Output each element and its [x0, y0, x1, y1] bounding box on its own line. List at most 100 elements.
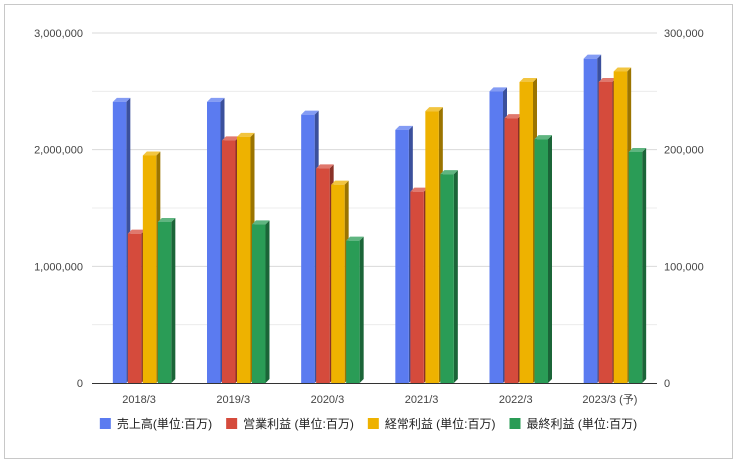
- bar: [519, 78, 537, 383]
- bar-front: [112, 101, 127, 383]
- bar-front: [613, 71, 628, 383]
- bar-top: [489, 87, 507, 92]
- gridlines: [92, 32, 657, 326]
- bar-front: [207, 101, 221, 383]
- bar-front: [395, 129, 409, 383]
- bar-top: [598, 78, 617, 82]
- legend-item: 営業利益 (単位:百万): [226, 416, 354, 431]
- bar-side: [548, 135, 552, 383]
- bar-front: [440, 174, 454, 383]
- bar: [316, 164, 334, 383]
- bar: [112, 97, 131, 383]
- bar-side: [171, 218, 176, 383]
- bar: [613, 67, 632, 383]
- bar-front: [237, 136, 251, 383]
- bar: [410, 187, 428, 383]
- axes: 0 1,000,000 2,000,000 3,000,000 0 100,000 200,…: [34, 28, 704, 406]
- bar-front: [519, 82, 533, 383]
- bar-top: [504, 114, 522, 119]
- bar-front: [598, 82, 613, 383]
- legend-swatch: [99, 418, 111, 429]
- bar-top: [395, 125, 413, 130]
- bar-top: [207, 97, 225, 102]
- category-tick-label: 2019/3: [216, 394, 250, 406]
- bar-top: [346, 236, 364, 241]
- bar-front: [157, 222, 172, 383]
- bar: [395, 125, 413, 383]
- bar-side: [453, 170, 458, 383]
- bar-top: [127, 229, 146, 234]
- bar-side: [265, 220, 270, 383]
- bar: [534, 135, 552, 383]
- left-axis-tick-label: 2,000,000: [34, 145, 83, 157]
- bar-top: [628, 148, 647, 152]
- bar-front: [425, 111, 439, 384]
- bar-front: [346, 240, 360, 383]
- bar-top: [316, 164, 334, 169]
- legend-item: 売上高(単位:百万): [99, 416, 212, 431]
- bar-top: [613, 67, 632, 72]
- bar: [583, 54, 602, 384]
- bars: [112, 54, 647, 384]
- bar-side: [359, 236, 364, 383]
- bar-top: [142, 151, 161, 156]
- bar: [301, 110, 319, 384]
- bar: [489, 87, 507, 383]
- bar-front: [316, 168, 330, 383]
- bar: [252, 220, 270, 383]
- bar-top: [410, 187, 428, 192]
- bar-top: [301, 110, 319, 115]
- category-tick-label: 2021/3: [405, 394, 439, 406]
- bar-front: [504, 118, 518, 384]
- right-axis-tick-label: 100,000: [664, 261, 704, 273]
- bar: [207, 97, 225, 383]
- bar-front: [583, 58, 598, 384]
- bar: [598, 78, 617, 383]
- legend-label: 営業利益 (単位:百万): [243, 416, 354, 431]
- bar: [127, 229, 146, 383]
- left-axis-tick-label: 0: [77, 378, 83, 390]
- bar: [331, 180, 349, 383]
- bar-top: [519, 78, 537, 82]
- bar: [628, 148, 647, 383]
- bar-top: [534, 135, 552, 140]
- bar-front: [301, 114, 315, 384]
- bar-top: [157, 218, 176, 222]
- legend-swatch: [226, 418, 238, 429]
- bar: [346, 236, 364, 383]
- bar-top: [440, 170, 458, 175]
- bar-front: [489, 91, 503, 383]
- legend-swatch: [509, 418, 521, 429]
- bar-top: [425, 107, 443, 112]
- category-tick-label: 2020/3: [311, 394, 345, 406]
- bar: [222, 136, 240, 383]
- bar-front: [534, 139, 548, 383]
- bar-top: [583, 54, 602, 59]
- legend: 売上高(単位:百万) 営業利益 (単位:百万) 経常利益 (単位:百万) 最終利益 (…: [99, 416, 637, 431]
- legend-label: 売上高(単位:百万): [117, 416, 212, 431]
- bar-front: [628, 152, 643, 383]
- bar: [157, 218, 176, 383]
- bar: [504, 114, 522, 384]
- bar-front: [252, 224, 266, 383]
- legend-swatch: [367, 418, 379, 429]
- right-axis-tick-label: 0: [664, 378, 670, 390]
- category-tick-label: 2023/3 (予): [582, 393, 637, 406]
- right-axis-tick-label: 300,000: [664, 28, 704, 40]
- legend-item: 最終利益 (単位:百万): [509, 416, 637, 431]
- legend-item: 経常利益 (単位:百万): [367, 416, 496, 431]
- bar-front: [410, 191, 424, 383]
- bar: [440, 170, 458, 383]
- left-axis-tick-label: 1,000,000: [34, 261, 83, 273]
- bar: [425, 107, 443, 384]
- bar-front: [222, 140, 236, 383]
- bar-top: [237, 132, 255, 137]
- category-tick-label: 2022/3: [499, 394, 533, 406]
- category-tick-label: 2018/3: [122, 394, 156, 406]
- bar-side: [642, 148, 647, 383]
- bar-front: [142, 155, 157, 383]
- bar-top: [252, 220, 270, 225]
- bar: [142, 151, 161, 383]
